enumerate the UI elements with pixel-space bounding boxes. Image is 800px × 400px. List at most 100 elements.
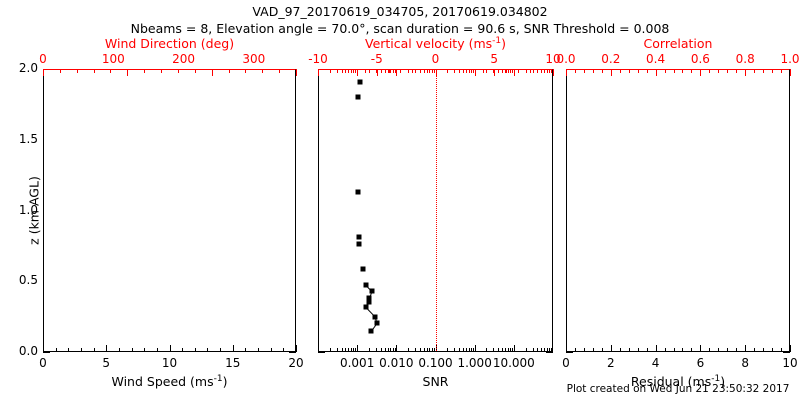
x-tick-mark-top-overlay bbox=[525, 69, 527, 73]
y-tick-mark bbox=[783, 352, 790, 353]
bottom-label-tail: ) bbox=[222, 374, 228, 390]
x-tick-mark bbox=[592, 348, 594, 352]
bottom-tick-label: 0.100 bbox=[418, 356, 453, 370]
top-tick-mark bbox=[541, 69, 543, 73]
x-tick-mark bbox=[394, 348, 396, 352]
top-tick-mark bbox=[574, 69, 576, 73]
x-tick-mark bbox=[68, 348, 70, 352]
x-tick-mark bbox=[781, 348, 783, 352]
x-tick-mark bbox=[447, 348, 449, 352]
x-tick-mark bbox=[207, 348, 209, 352]
bottom-tick-label: 0 bbox=[39, 356, 47, 370]
x-tick-mark bbox=[353, 348, 355, 352]
bottom-tick-label: 6 bbox=[696, 356, 705, 370]
wind-panel-bottom-label: Wind Speed (ms-1) bbox=[112, 374, 228, 389]
y-tick-label: 2.0 bbox=[18, 61, 38, 75]
bottom-tick-label: 10 bbox=[161, 356, 178, 370]
plot-created-timestamp: Plot created on Wed Jun 21 23:50:32 2017 bbox=[566, 383, 790, 395]
x-tick-mark-top-overlay bbox=[345, 69, 347, 73]
top-tick-mark bbox=[376, 69, 378, 76]
x-tick-mark bbox=[118, 348, 120, 352]
x-tick-mark bbox=[551, 348, 553, 352]
top-tick-mark bbox=[76, 69, 78, 73]
x-tick-mark bbox=[459, 348, 461, 352]
figure-subtitle: Nbeams = 8, Elevation angle = 70.0°, sca… bbox=[130, 21, 670, 36]
top-tick-mark bbox=[194, 69, 196, 73]
x-tick-mark bbox=[718, 348, 720, 352]
x-tick-mark bbox=[348, 348, 350, 352]
x-tick-mark bbox=[727, 348, 729, 352]
x-tick-mark bbox=[754, 348, 756, 352]
top-tick-mark bbox=[682, 69, 684, 73]
x-tick-mark bbox=[329, 348, 331, 352]
x-tick-mark-top-overlay bbox=[396, 69, 398, 76]
x-tick-mark bbox=[194, 348, 196, 352]
top-tick-label: 100 bbox=[101, 52, 125, 66]
top-tick-mark bbox=[43, 69, 44, 76]
bottom-tick-label: 4 bbox=[651, 356, 660, 370]
x-tick-mark bbox=[462, 348, 464, 352]
bottom-tick-label: 2 bbox=[606, 356, 615, 370]
bottom-label-text: SNR bbox=[422, 374, 449, 389]
top-tick-label: 5 bbox=[490, 52, 499, 66]
top-tick-mark bbox=[412, 69, 413, 73]
x-tick-mark-top-overlay bbox=[532, 69, 534, 73]
x-tick-mark-top-overlay bbox=[351, 69, 353, 73]
x-tick-mark bbox=[318, 345, 319, 352]
top-tick-mark bbox=[664, 69, 666, 73]
top-tick-mark bbox=[459, 69, 460, 73]
bottom-label-exponent: -1 bbox=[711, 374, 721, 384]
x-tick-mark bbox=[628, 348, 630, 352]
x-tick-mark bbox=[468, 348, 470, 352]
bottom-tick-label: 20 bbox=[288, 356, 304, 370]
x-tick-mark-top-overlay bbox=[392, 69, 394, 73]
data-point bbox=[372, 314, 378, 320]
x-tick-mark bbox=[512, 348, 514, 352]
top-tick-label: 0 bbox=[431, 52, 440, 66]
x-tick-mark bbox=[465, 348, 467, 352]
y-tick-mark bbox=[546, 352, 553, 353]
data-point bbox=[368, 328, 374, 334]
x-tick-mark-top-overlay bbox=[394, 69, 396, 73]
x-tick-mark bbox=[583, 348, 585, 352]
x-tick-mark bbox=[700, 345, 702, 352]
x-tick-mark bbox=[43, 345, 44, 352]
x-tick-mark bbox=[472, 348, 474, 352]
y-tick-mark bbox=[318, 352, 325, 353]
top-tick-mark bbox=[279, 69, 281, 73]
x-tick-mark bbox=[182, 348, 184, 352]
x-tick-mark bbox=[664, 348, 666, 352]
x-tick-mark bbox=[245, 348, 247, 352]
y-tick-label: 0.0 bbox=[18, 344, 38, 358]
x-tick-mark bbox=[486, 348, 488, 352]
y-tick-label: 0.5 bbox=[18, 273, 38, 288]
correlation-panel-top-label: Correlation bbox=[644, 36, 713, 51]
x-tick-mark-top-overlay bbox=[380, 69, 382, 73]
data-point bbox=[369, 288, 375, 294]
x-tick-mark-top-overlay bbox=[415, 69, 417, 73]
top-tick-mark bbox=[718, 69, 720, 73]
x-tick-mark bbox=[296, 345, 297, 352]
x-tick-mark-top-overlay bbox=[507, 69, 509, 73]
top-label-tail: ) bbox=[501, 36, 507, 52]
top-tick-mark bbox=[709, 69, 711, 73]
bottom-tick-label: 8 bbox=[741, 356, 750, 370]
top-tick-mark bbox=[365, 69, 366, 73]
y-tick-mark bbox=[566, 352, 573, 353]
y-tick-mark bbox=[43, 352, 50, 353]
x-tick-mark bbox=[513, 345, 515, 352]
x-tick-mark bbox=[169, 345, 171, 352]
x-tick-mark bbox=[392, 348, 394, 352]
x-tick-mark bbox=[510, 348, 512, 352]
x-tick-mark bbox=[345, 348, 347, 352]
top-tick-label: 0 bbox=[39, 52, 47, 66]
top-tick-mark bbox=[296, 69, 297, 76]
snr-panel-top-label: Vertical velocity (ms-1) bbox=[365, 36, 506, 51]
x-tick-mark-top-overlay bbox=[431, 69, 433, 73]
top-tick-label: 0.8 bbox=[735, 52, 755, 66]
top-tick-mark bbox=[673, 69, 675, 73]
top-tick-mark bbox=[727, 69, 729, 73]
x-tick-mark bbox=[474, 345, 476, 352]
bottom-tick-label: 0.001 bbox=[339, 356, 375, 370]
bottom-label-text: Wind Speed (ms bbox=[111, 374, 214, 390]
